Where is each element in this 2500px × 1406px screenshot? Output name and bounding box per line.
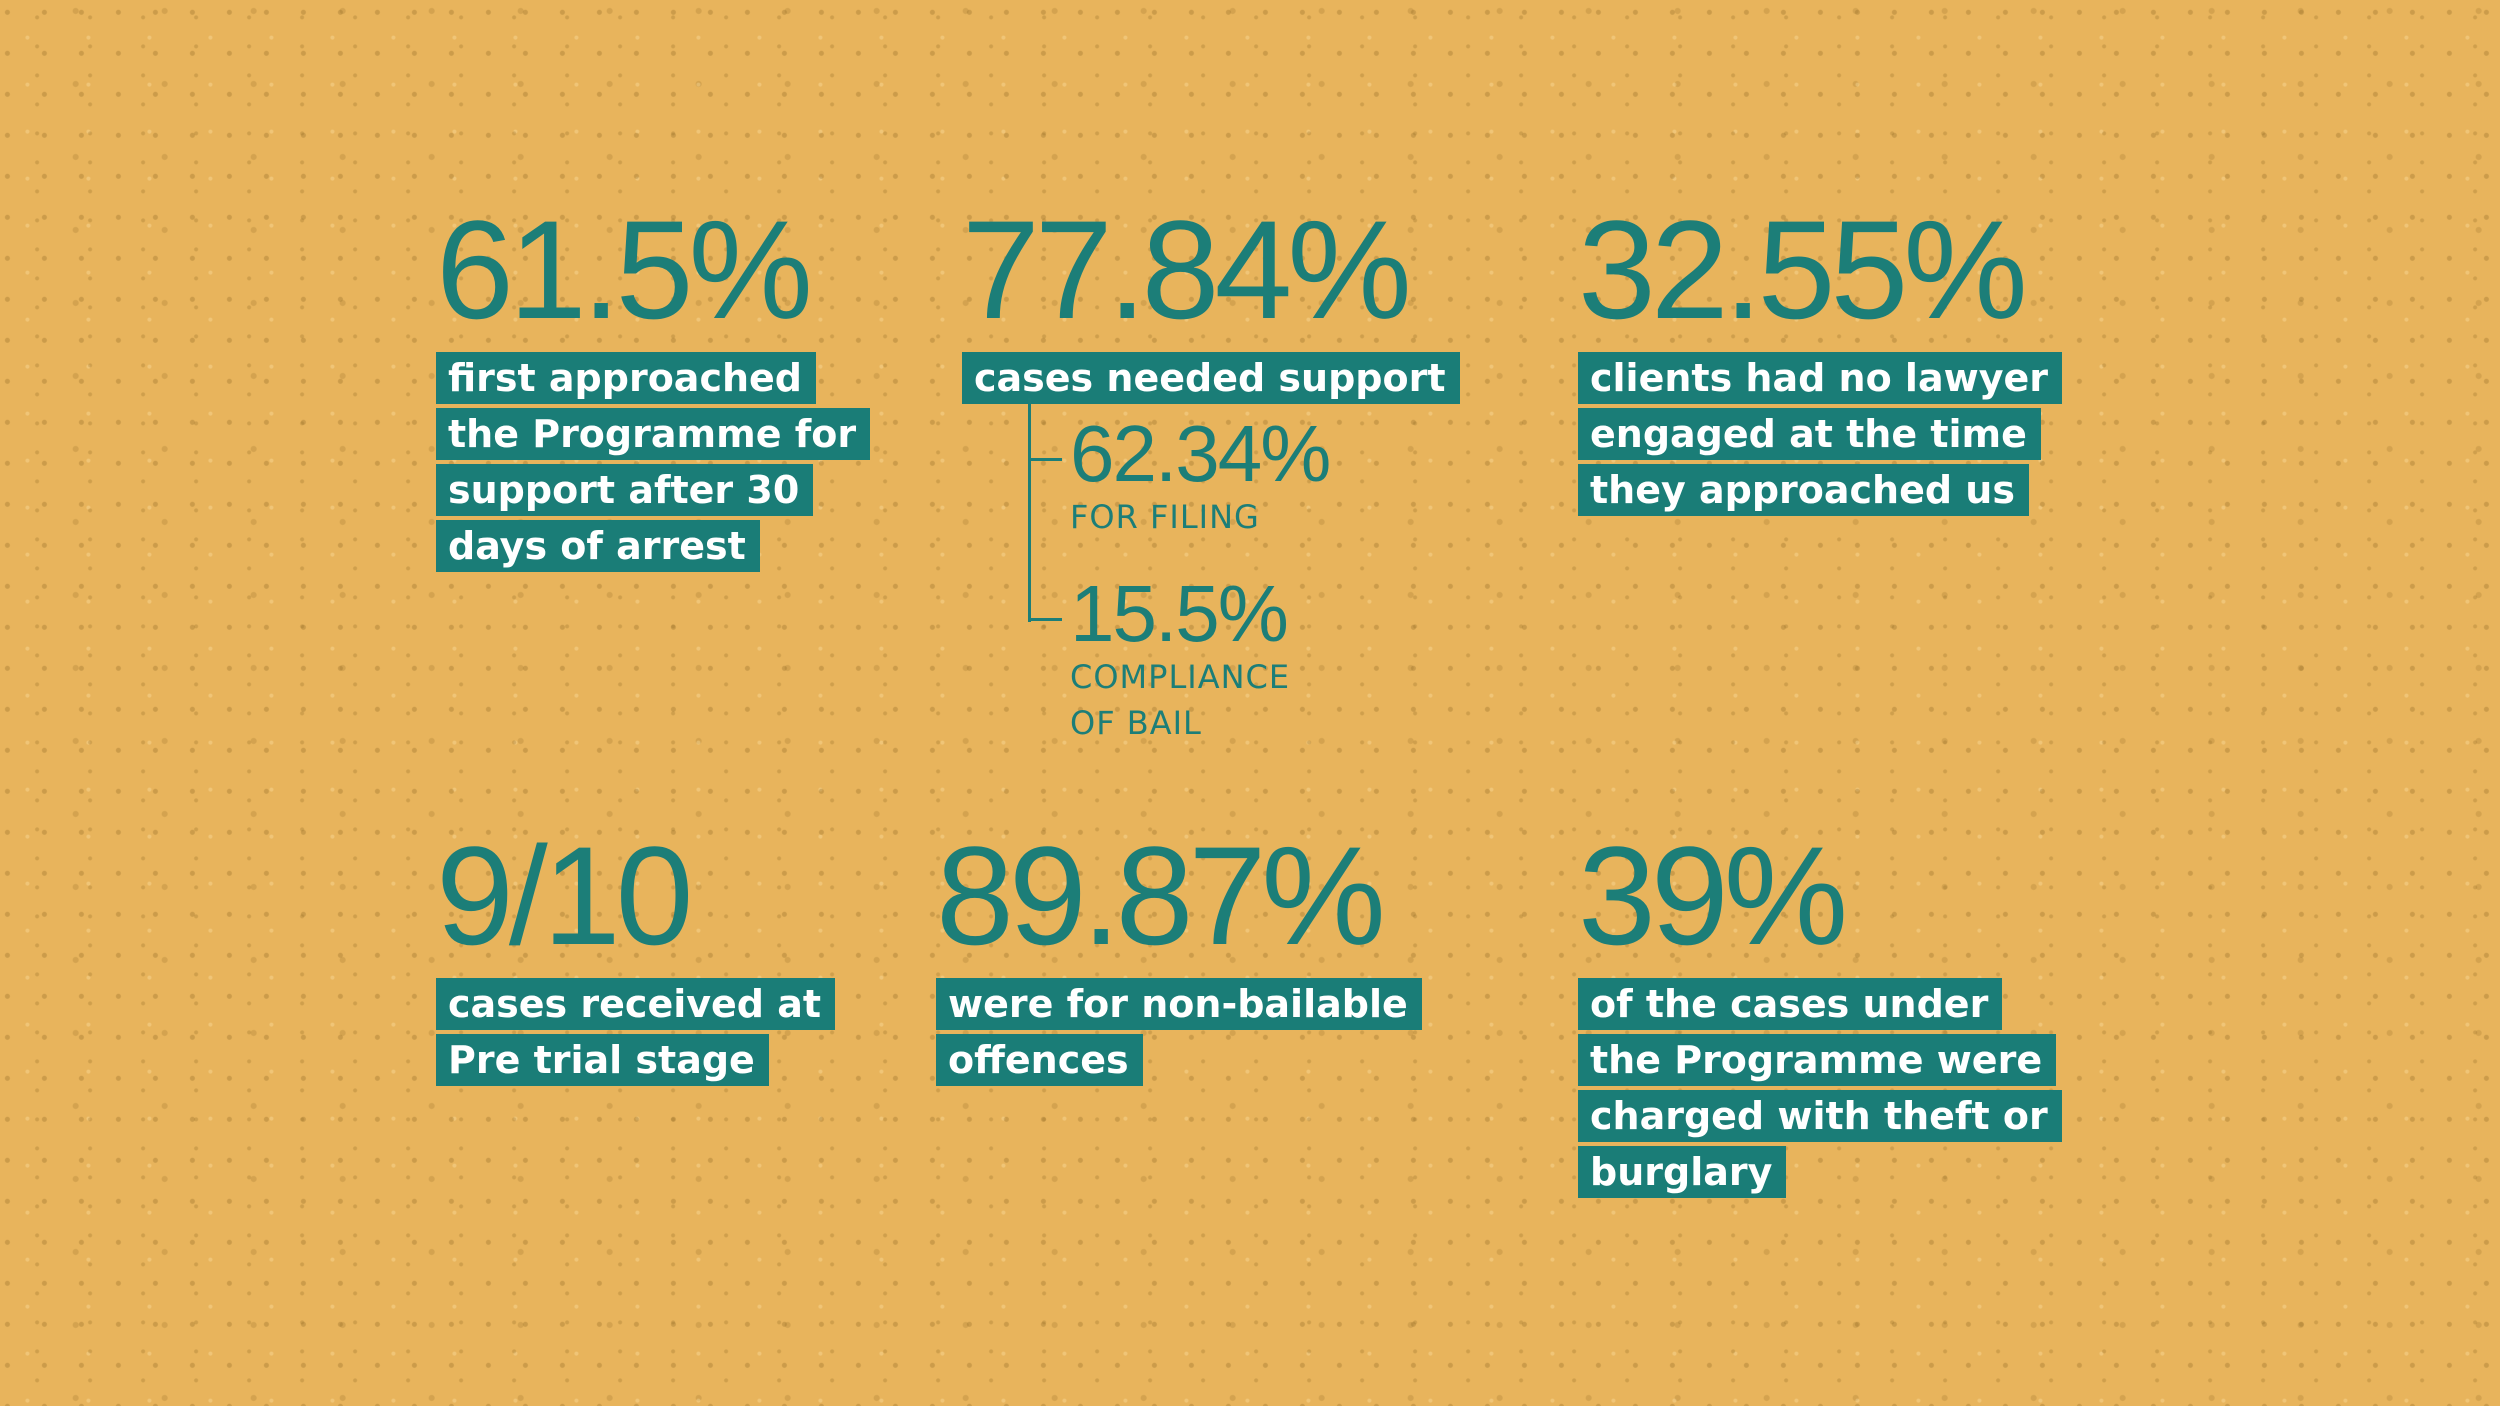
description-line: offences xyxy=(936,1034,1143,1086)
stat-value: 89.87% xyxy=(936,817,1386,974)
stat-no-lawyer: 32.55% clients had no lawyer engaged at … xyxy=(1578,200,2062,520)
breakdown-value: 62.34% xyxy=(1070,409,1331,498)
stat-value: 39% xyxy=(1578,817,1848,974)
breakdown-label: FOR FILING xyxy=(1070,498,1260,536)
description-line: engaged at the time xyxy=(1578,408,2041,460)
description-line: cases received at xyxy=(436,978,836,1030)
stat-support-needed: 77.84% cases needed support xyxy=(962,200,1460,408)
stat-description: cases needed support xyxy=(962,352,1460,408)
description-line: clients had no lawyer xyxy=(1578,352,2062,404)
stat-description: clients had no lawyer engaged at the tim… xyxy=(1578,352,2062,520)
description-line: burglary xyxy=(1578,1146,1787,1198)
stat-value: 9/10 xyxy=(436,817,693,974)
breakdown-value: 15.5% xyxy=(1070,569,1289,658)
description-line: cases needed support xyxy=(962,352,1460,404)
breakdown-label: OF BAIL xyxy=(1070,704,1202,742)
description-line: support after 30 xyxy=(436,464,814,516)
breakdown-filing: 62.34% FOR FILING xyxy=(1070,409,1331,540)
description-line: the Programme for xyxy=(436,408,871,460)
stat-arrest-timing: 61.5% first approached the Programme for… xyxy=(436,191,871,576)
breakdown-bail: 15.5% COMPLIANCE OF BAIL xyxy=(1070,574,1290,746)
stat-description: first approached the Programme for suppo… xyxy=(436,352,871,576)
stat-description: cases received at Pre trial stage xyxy=(436,978,836,1090)
description-line: were for non-bailable xyxy=(936,978,1422,1030)
description-line: charged with theft or xyxy=(1578,1090,2062,1142)
stat-theft-burglary: 39% of the cases under the Programme wer… xyxy=(1578,826,2062,1202)
breakdown-tick xyxy=(1028,618,1062,621)
breakdown-label: COMPLIANCE xyxy=(1070,658,1291,696)
stat-value: 61.5% xyxy=(436,191,813,348)
stat-value: 32.55% xyxy=(1578,191,2028,348)
breakdown-bracket xyxy=(1028,398,1065,622)
stat-pre-trial: 9/10 cases received at Pre trial stage xyxy=(436,817,836,1090)
stat-description: of the cases under the Programme were ch… xyxy=(1578,978,2062,1202)
stat-value: 77.84% xyxy=(962,191,1412,348)
description-line: first approached xyxy=(436,352,817,404)
stat-non-bailable: 89.87% were for non-bailable offences xyxy=(936,826,1422,1090)
description-line: Pre trial stage xyxy=(436,1034,769,1086)
description-line: days of arrest xyxy=(436,520,760,572)
description-line: the Programme were xyxy=(1578,1034,2057,1086)
description-line: of the cases under xyxy=(1578,978,2003,1030)
breakdown-tick xyxy=(1028,458,1062,461)
stat-description: were for non-bailable offences xyxy=(936,978,1422,1090)
description-line: they approached us xyxy=(1578,464,2029,516)
